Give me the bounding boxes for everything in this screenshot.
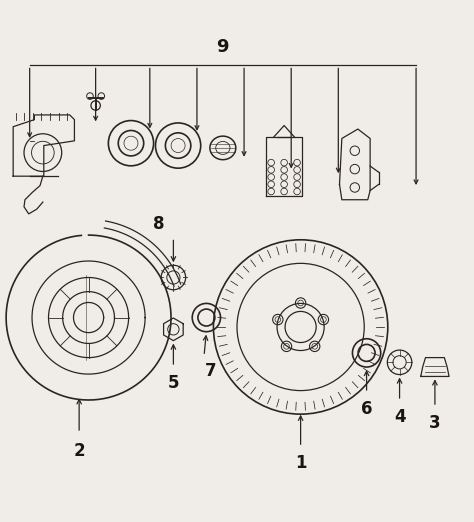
Text: 4: 4 <box>394 409 405 426</box>
Text: 5: 5 <box>168 374 179 392</box>
Text: 6: 6 <box>361 400 373 418</box>
Text: 8: 8 <box>154 215 165 233</box>
Text: 9: 9 <box>217 38 229 56</box>
Text: 2: 2 <box>73 443 85 460</box>
Text: 3: 3 <box>429 414 441 432</box>
Text: 7: 7 <box>205 362 217 381</box>
Text: 1: 1 <box>295 454 306 472</box>
